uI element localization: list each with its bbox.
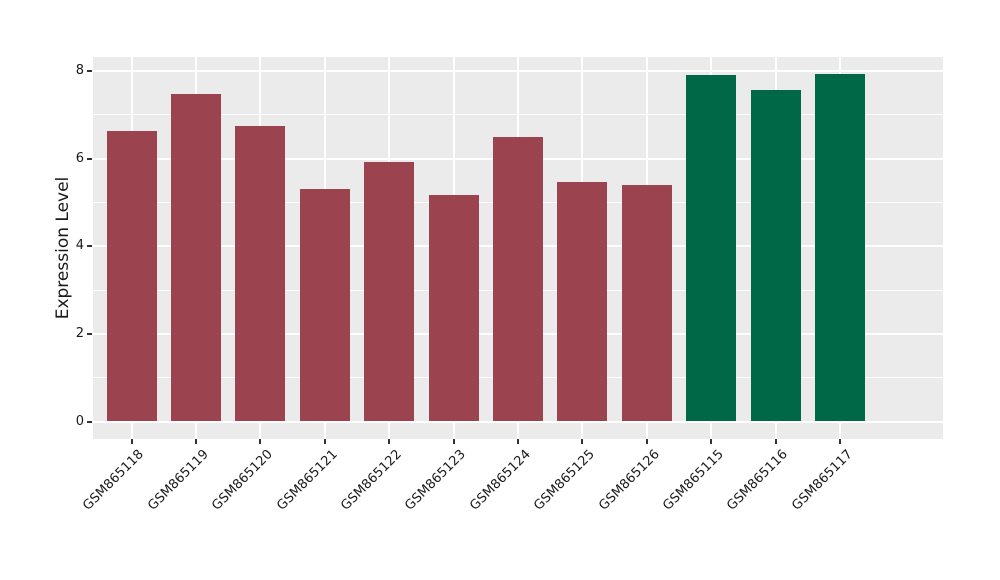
x-tick-label: GSM865125 <box>531 447 599 514</box>
y-tick-mark <box>87 70 92 73</box>
x-tick-mark <box>710 439 713 444</box>
bar <box>814 74 865 422</box>
bar <box>106 131 157 422</box>
bar <box>686 75 737 422</box>
x-tick-mark <box>581 439 584 444</box>
y-tick-label: 6 <box>75 150 84 166</box>
x-tick-mark <box>517 439 519 444</box>
x-tick-mark <box>838 439 841 444</box>
bar <box>493 136 543 422</box>
x-tick-label: GSM865117 <box>789 447 856 514</box>
x-tick-label: GSM865116 <box>724 447 792 514</box>
x-tick-mark <box>323 439 326 444</box>
y-tick-mark <box>87 157 92 160</box>
y-tick-label: 8 <box>75 63 84 79</box>
x-tick-mark <box>452 439 455 444</box>
y-tick-label: 2 <box>75 325 84 341</box>
bar <box>235 126 286 422</box>
x-tick-label: GSM865118 <box>80 447 148 514</box>
bar <box>364 162 415 422</box>
y-tick-mark <box>87 420 92 423</box>
bar <box>621 185 672 422</box>
x-tick-mark <box>259 439 262 444</box>
y-tick-label: 0 <box>75 413 84 429</box>
x-tick-label: GSM865119 <box>145 447 212 514</box>
x-tick-mark <box>388 439 391 444</box>
plot-panel <box>93 57 943 439</box>
bar <box>750 89 801 422</box>
x-tick-label: GSM865120 <box>209 447 277 514</box>
x-tick-mark <box>774 439 777 444</box>
bar <box>557 182 608 422</box>
x-tick-label: GSM865121 <box>273 447 341 514</box>
y-tick-label: 4 <box>75 238 84 254</box>
y-tick-mark <box>87 245 92 248</box>
x-tick-label: GSM865126 <box>595 447 663 514</box>
x-tick-label: GSM865124 <box>467 447 534 514</box>
x-tick-mark <box>195 439 198 444</box>
x-tick-mark <box>645 439 648 444</box>
x-tick-label: GSM865123 <box>402 447 470 514</box>
bar <box>428 195 479 422</box>
bar <box>299 189 350 422</box>
x-tick-mark <box>130 439 133 444</box>
x-tick-label: GSM865122 <box>338 447 405 514</box>
y-tick-mark <box>87 332 92 335</box>
bar <box>171 93 222 422</box>
x-tick-label: GSM865115 <box>660 447 727 514</box>
